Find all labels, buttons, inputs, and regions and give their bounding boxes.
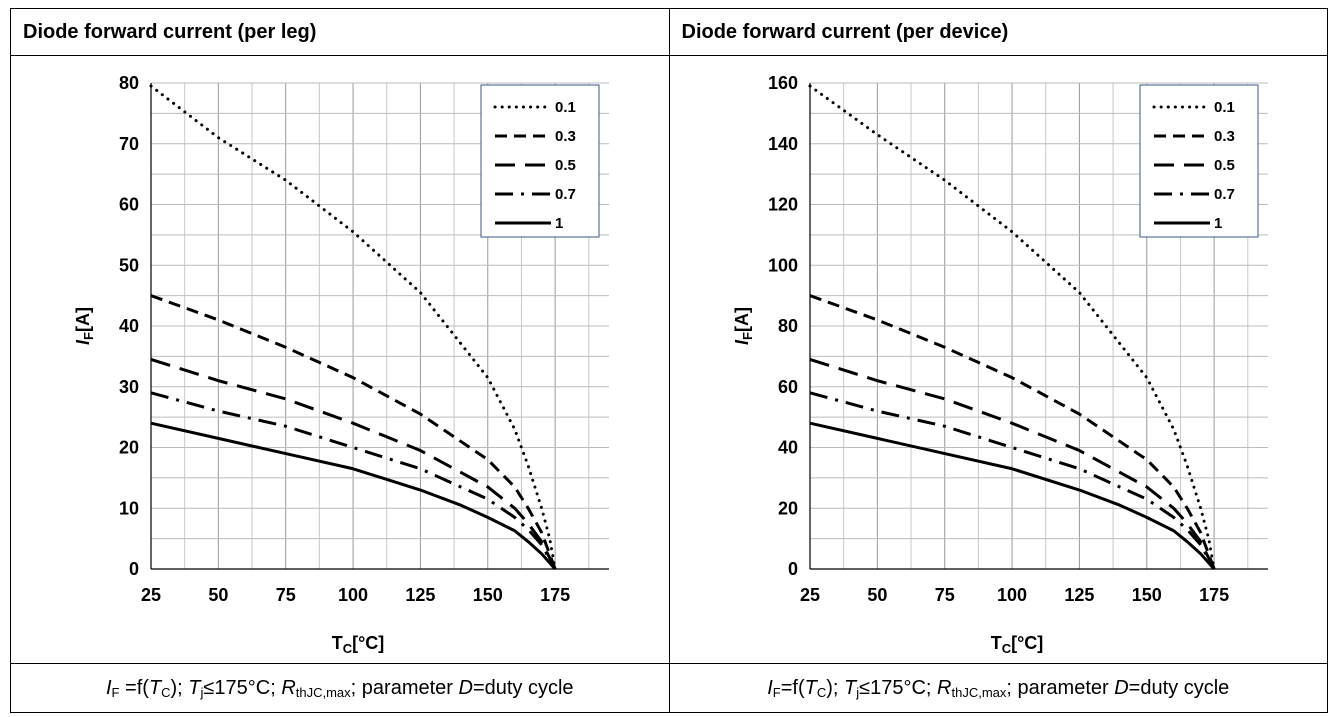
x-tick-label: 50 [867, 585, 887, 605]
y-tick-label: 50 [119, 255, 139, 275]
x-axis-label: TC[°C] [990, 633, 1043, 656]
legend: 0.1 0.3 0.5 0.7 1 [480, 84, 600, 238]
legend: 0.1 0.3 0.5 0.7 1 [1139, 84, 1258, 238]
x-tick-label: 100 [338, 585, 368, 605]
right-panel-header: Diode forward current (per device) [668, 8, 1328, 56]
x-tick-label: 175 [1199, 585, 1229, 605]
left-plot-cell: 25 50 75 100 125 150 175 0 10 20 30 40 50 60 70 80 TC[°C… [10, 55, 670, 664]
datasheet-figure-table: Diode forward current (per leg) Diode fo… [10, 8, 1328, 713]
y-tick-label: 80 [777, 316, 797, 336]
y-tick-label: 160 [767, 73, 797, 93]
x-tick-label: 125 [1064, 585, 1094, 605]
series-line-0.7 [150, 391, 557, 570]
series-line-0.5 [809, 357, 1215, 570]
legend-box [1139, 84, 1258, 238]
series-line-0.1 [808, 84, 1216, 571]
y-tick-label: 20 [777, 498, 797, 518]
legend-label: 0.1 [1214, 99, 1235, 116]
left-caption: IF =f(TC); Tj≤175°C; RthJC,max; paramete… [10, 663, 670, 713]
x-tick-label: 25 [799, 585, 819, 605]
y-tick-label: 120 [767, 195, 797, 215]
legend-box [480, 84, 600, 238]
y-tick-label: 100 [767, 255, 797, 275]
x-tick-label: 150 [473, 585, 503, 605]
figure-grid: Diode forward current (per leg) Diode fo… [10, 8, 1328, 713]
y-axis-label: IF[A] [732, 307, 755, 345]
legend-label: 0.1 [555, 99, 576, 116]
y-tick-label: 40 [119, 316, 139, 336]
y-tick-label: 70 [119, 134, 139, 154]
legend-label: 0.3 [1214, 128, 1235, 145]
chart-per-device: 25 50 75 100 125 150 175 0 20 40 60 80 100 120 140 160 T… [732, 73, 1268, 656]
x-tick-label: 75 [276, 585, 296, 605]
y-tick-label: 40 [777, 438, 797, 458]
x-tick-label: 175 [540, 585, 570, 605]
y-tick-label: 60 [119, 195, 139, 215]
y-axis-label: IF[A] [73, 307, 96, 345]
legend-label: 1 [1214, 215, 1222, 232]
left-panel-header: Diode forward current (per leg) [10, 8, 670, 56]
legend-label: 0.3 [555, 128, 576, 145]
y-tick-label: 60 [777, 377, 797, 397]
legend-label: 0.5 [555, 157, 576, 174]
y-tick-label: 30 [119, 377, 139, 397]
x-tick-label: 100 [997, 585, 1027, 605]
y-tick-label: 20 [119, 438, 139, 458]
x-tick-label: 150 [1131, 585, 1161, 605]
y-tick-label: 80 [119, 73, 139, 93]
legend-label: 1 [555, 215, 563, 232]
x-axis-label: TC[°C] [332, 633, 385, 656]
right-plot-cell: 25 50 75 100 125 150 175 0 20 40 60 80 100 120 140 160 T… [668, 55, 1328, 664]
x-tick-label: 75 [934, 585, 954, 605]
legend-label: 0.7 [1214, 186, 1235, 203]
chart-per-leg: 25 50 75 100 125 150 175 0 10 20 30 40 50 60 70 80 TC[°C… [73, 73, 609, 656]
x-tick-label: 125 [405, 585, 435, 605]
right-caption: IF=f(TC); Tj≤175°C; RthJC,max; parameter… [668, 663, 1328, 713]
y-tick-label: 0 [787, 559, 797, 579]
legend-label: 0.5 [1214, 157, 1235, 174]
series-line-0.7 [809, 391, 1215, 570]
series-line-1 [809, 421, 1215, 570]
series-line-1 [150, 421, 557, 570]
y-tick-label: 10 [119, 498, 139, 518]
series-line-0.5 [150, 357, 557, 570]
y-tick-label: 140 [767, 134, 797, 154]
x-tick-label: 25 [141, 585, 161, 605]
x-tick-label: 50 [208, 585, 228, 605]
legend-label: 0.7 [555, 186, 576, 203]
y-tick-label: 0 [129, 559, 139, 579]
series-line-0.1 [149, 84, 557, 571]
